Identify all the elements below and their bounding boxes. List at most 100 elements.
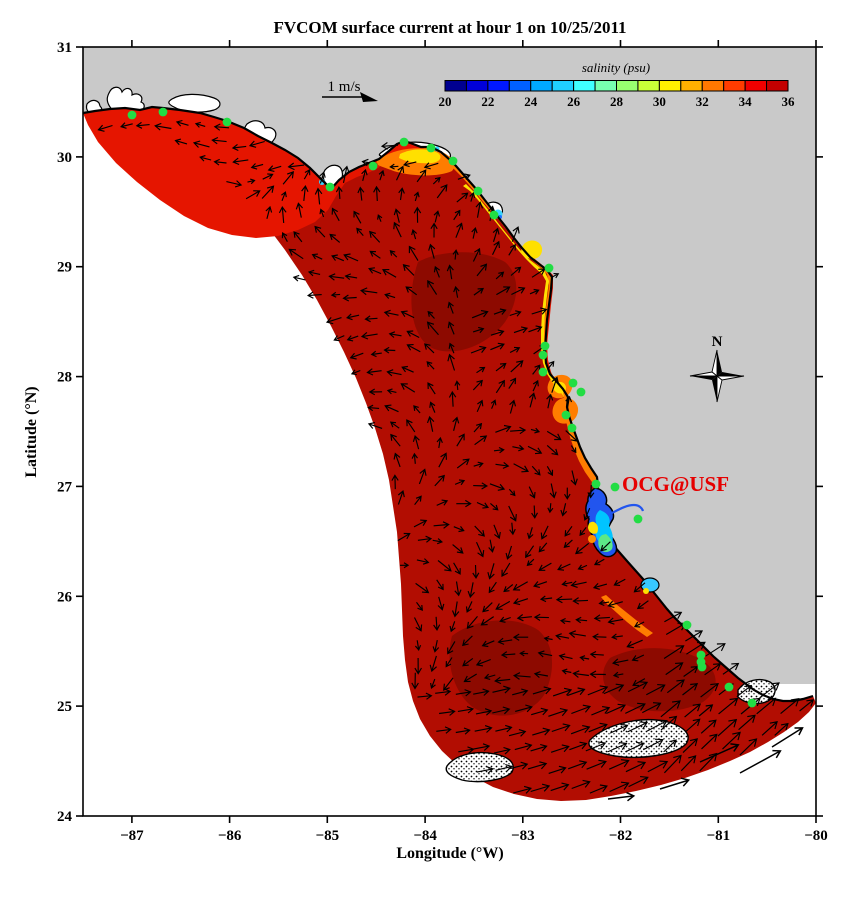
current-vector xyxy=(551,376,559,393)
y-tick-label: 27 xyxy=(57,479,73,495)
current-vector xyxy=(508,243,516,256)
map-layers xyxy=(83,47,816,802)
current-vector xyxy=(436,579,444,591)
current-vector xyxy=(437,596,445,611)
current-vector xyxy=(525,545,535,559)
current-vector xyxy=(494,676,511,685)
compass-point-w-icon xyxy=(690,376,717,380)
current-vector xyxy=(174,138,188,146)
current-vector xyxy=(683,666,699,677)
current-vector xyxy=(470,345,487,354)
y-tick-label: 28 xyxy=(57,370,72,386)
station-marker xyxy=(567,423,577,433)
current-vector xyxy=(416,169,427,183)
current-vector xyxy=(663,754,682,774)
current-vector xyxy=(448,390,457,407)
current-vector xyxy=(356,227,364,236)
current-vector xyxy=(412,435,420,450)
current-vector xyxy=(500,651,516,659)
colorbar-tick-label: 36 xyxy=(782,94,796,109)
current-vector xyxy=(306,291,322,299)
current-vectors xyxy=(97,119,815,802)
current-vector xyxy=(625,761,647,773)
current-vector xyxy=(366,368,382,376)
current-vector xyxy=(495,763,513,772)
current-vector xyxy=(567,687,586,697)
current-vector xyxy=(546,444,559,456)
current-vector xyxy=(429,655,437,673)
current-vector xyxy=(369,230,381,243)
current-vector xyxy=(512,581,528,591)
current-vector xyxy=(456,499,472,508)
current-vector xyxy=(325,317,342,325)
current-vector xyxy=(454,581,462,597)
current-vector xyxy=(443,677,454,691)
current-vector xyxy=(453,526,465,533)
current-vector xyxy=(548,765,567,774)
coastline xyxy=(83,105,814,703)
current-vector xyxy=(364,315,378,323)
current-vector xyxy=(633,621,645,628)
current-vector xyxy=(329,233,341,243)
current-vector xyxy=(471,310,489,319)
current-vector xyxy=(546,430,562,441)
current-vector xyxy=(579,655,590,662)
current-vector xyxy=(292,274,306,282)
current-vector xyxy=(646,719,668,732)
current-vector xyxy=(452,416,460,431)
current-vector xyxy=(333,335,345,342)
current-vector xyxy=(456,433,465,447)
current-vector xyxy=(295,202,304,218)
current-vector xyxy=(660,715,678,731)
watermark: OCG@USF xyxy=(622,472,729,496)
current-vector xyxy=(685,630,704,642)
current-vector xyxy=(413,191,420,202)
current-vector xyxy=(393,221,402,238)
current-vector xyxy=(427,310,435,319)
current-vector xyxy=(533,613,549,621)
current-vector xyxy=(472,326,485,334)
current-vector xyxy=(516,614,532,622)
current-vector xyxy=(426,321,439,336)
colorbar-cell xyxy=(551,80,575,92)
current-vector xyxy=(382,269,397,278)
current-vector xyxy=(350,369,361,376)
current-vector xyxy=(423,162,439,170)
current-vector xyxy=(598,599,610,607)
current-vector xyxy=(530,427,541,434)
current-vector xyxy=(568,760,588,770)
current-vector xyxy=(686,641,706,655)
x-tick-label: −87 xyxy=(120,828,144,844)
current-vector xyxy=(452,249,459,260)
current-vector xyxy=(600,541,611,552)
current-vector xyxy=(390,433,401,447)
current-vector xyxy=(717,718,738,737)
current-vector xyxy=(406,344,421,353)
current-vector xyxy=(738,714,756,731)
current-vector xyxy=(414,640,422,651)
current-vector xyxy=(508,729,527,737)
current-vector xyxy=(510,266,522,276)
current-vector xyxy=(427,279,438,295)
current-vector xyxy=(531,465,541,476)
current-vector xyxy=(492,227,500,242)
current-vector xyxy=(384,292,396,299)
current-vector xyxy=(549,483,557,499)
station-marker xyxy=(682,620,692,630)
current-vector xyxy=(474,525,485,537)
current-vector xyxy=(411,229,418,240)
current-vector xyxy=(632,678,646,687)
current-vector xyxy=(414,495,422,506)
current-vector xyxy=(473,743,491,751)
colorbar-tick-label: 20 xyxy=(439,94,452,109)
current-vector xyxy=(411,672,419,690)
current-vector xyxy=(426,415,435,432)
current-vector xyxy=(546,466,554,477)
current-vector xyxy=(402,264,415,276)
current-vector xyxy=(570,470,578,486)
current-vector xyxy=(307,269,321,277)
axes: −87 −86 −85 −84 −83 −82 −81 −80 24 25 26 27 28 29 30 31 xyxy=(57,40,828,844)
current-vector xyxy=(213,158,227,166)
colorbar-cell xyxy=(573,80,596,92)
current-vector xyxy=(495,379,505,394)
